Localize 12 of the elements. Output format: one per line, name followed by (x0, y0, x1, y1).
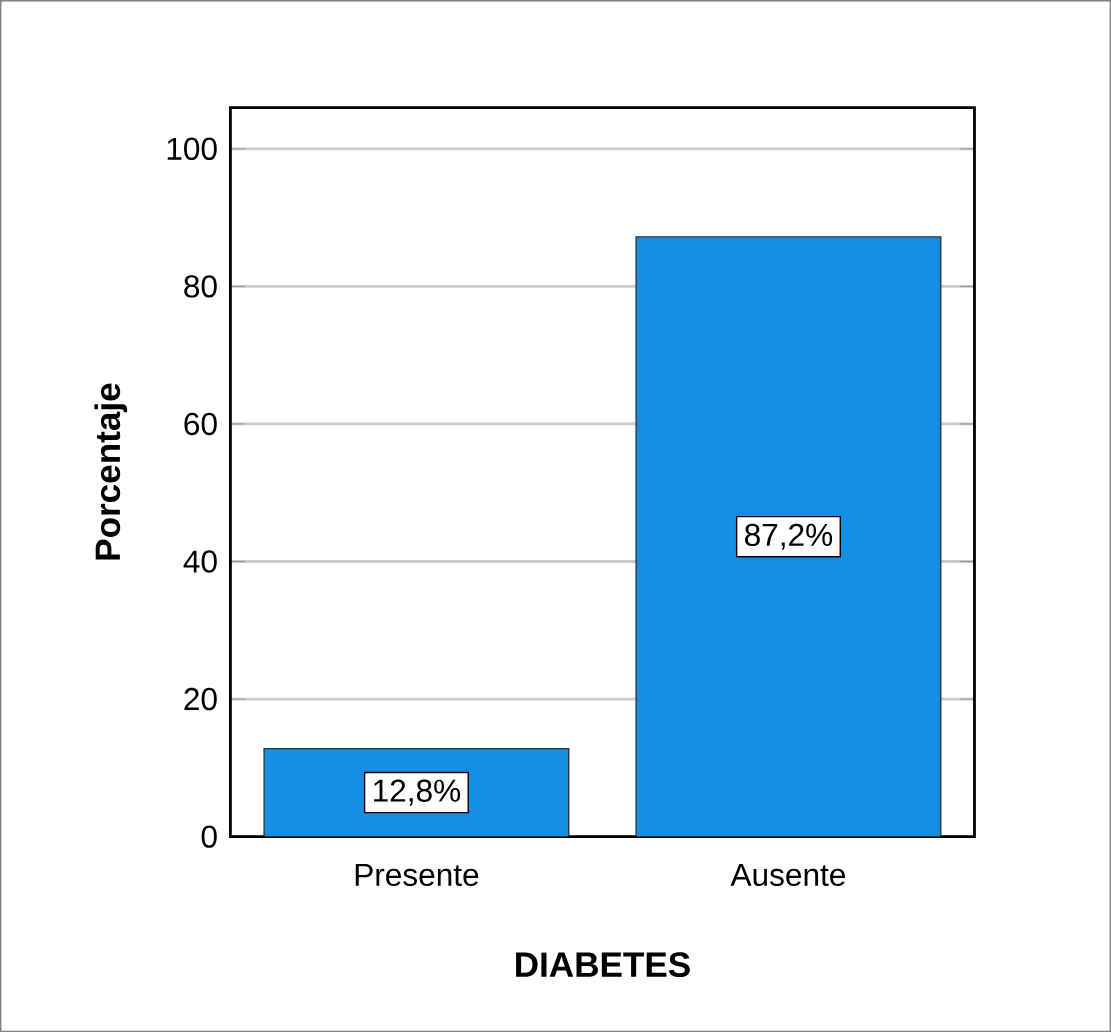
x-tick-label: Presente (355, 863, 479, 887)
y-tick-label: 60 (184, 412, 217, 436)
y-axis-title: Porcentaje (94, 383, 128, 560)
x-tick-label: Ausente (730, 863, 846, 887)
y-tick-label: 80 (184, 275, 217, 298)
y-tick-label: 40 (183, 550, 217, 573)
y-tick-label: 20 (184, 687, 217, 711)
x-axis-title: DIABETES (516, 952, 690, 978)
data-label: 12,8% (374, 779, 461, 806)
y-tick-label: 0 (201, 825, 217, 848)
data-label: 87,2% (745, 523, 833, 550)
y-tick-label: 100 (167, 137, 217, 160)
